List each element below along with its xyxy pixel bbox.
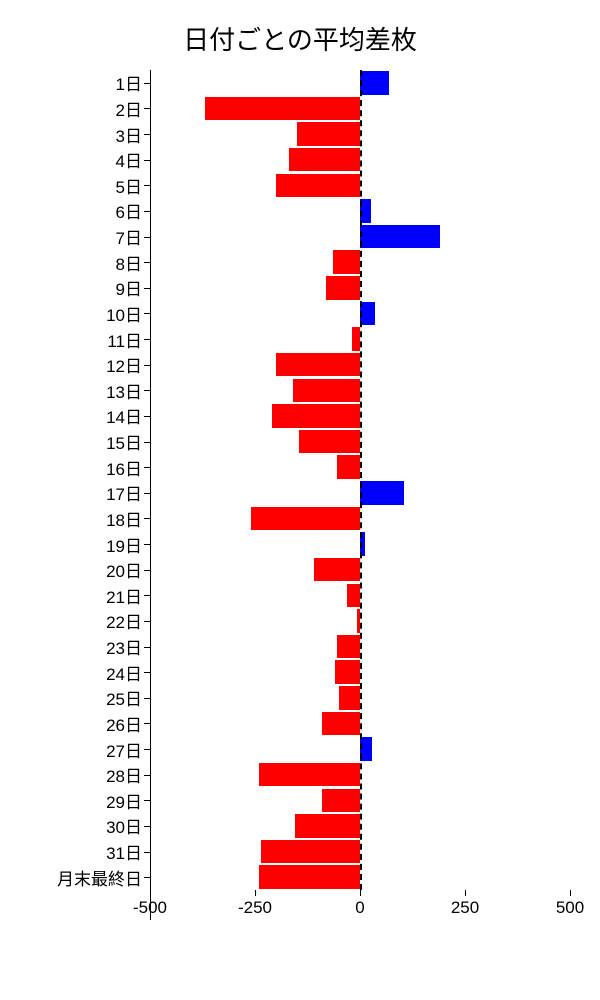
- y-axis-label: 10日: [106, 302, 150, 326]
- y-axis-label: 4日: [116, 148, 150, 172]
- bar: [276, 353, 360, 377]
- y-axis-label: 26日: [106, 712, 150, 736]
- y-axis-label: 16日: [106, 455, 150, 479]
- y-axis-label: 30日: [106, 814, 150, 838]
- y-axis-label: 3日: [116, 122, 150, 146]
- bar: [272, 404, 360, 428]
- y-axis-label: 18日: [106, 507, 150, 531]
- bar: [205, 97, 360, 121]
- bar: [276, 174, 360, 198]
- bar: [360, 225, 440, 249]
- bar: [335, 660, 360, 684]
- bar: [360, 71, 389, 95]
- bar: [314, 558, 360, 582]
- bar: [251, 507, 360, 531]
- x-axis-label: 0: [355, 898, 364, 918]
- y-axis-label: 2日: [116, 97, 150, 121]
- x-axis-label: -500: [133, 898, 167, 918]
- x-tick: [255, 890, 256, 896]
- y-axis-label: 21日: [106, 584, 150, 608]
- y-axis-label: 25日: [106, 686, 150, 710]
- y-axis-label: 1日: [116, 71, 150, 95]
- y-axis-label: 6日: [116, 199, 150, 223]
- y-axis-label: 22日: [106, 609, 150, 633]
- bar: [337, 455, 360, 479]
- bar: [360, 481, 404, 505]
- bar: [289, 148, 360, 172]
- y-axis-label: 月末最終日: [57, 865, 150, 889]
- bar: [293, 379, 360, 403]
- bar: [347, 584, 360, 608]
- chart-title: 日付ごとの平均差枚: [0, 20, 600, 57]
- plot-area: 1日2日3日4日5日6日7日8日9日10日11日12日13日14日15日16日1…: [150, 70, 570, 920]
- y-axis-label: 20日: [106, 558, 150, 582]
- y-axis-label: 31日: [106, 840, 150, 864]
- bar: [322, 712, 360, 736]
- x-axis-label: 250: [451, 898, 479, 918]
- y-axis-label: 5日: [116, 174, 150, 198]
- y-axis-label: 23日: [106, 635, 150, 659]
- x-axis-label: 500: [556, 898, 584, 918]
- bar: [337, 635, 360, 659]
- bar: [295, 814, 360, 838]
- x-axis: -500-2500250500: [150, 890, 570, 920]
- bar: [333, 250, 360, 274]
- bar: [339, 686, 360, 710]
- x-tick: [150, 890, 151, 896]
- y-axis-label: 29日: [106, 789, 150, 813]
- y-axis-label: 9日: [116, 276, 150, 300]
- y-axis-label: 12日: [106, 353, 150, 377]
- y-axis-label: 11日: [107, 327, 150, 351]
- bar: [259, 865, 360, 889]
- bar: [261, 840, 360, 864]
- bar: [326, 276, 360, 300]
- y-axis-label: 27日: [106, 737, 150, 761]
- x-tick: [570, 890, 571, 896]
- y-axis-label: 8日: [116, 250, 150, 274]
- x-tick: [465, 890, 466, 896]
- bar: [259, 763, 360, 787]
- chart-container: 日付ごとの平均差枚 1日2日3日4日5日6日7日8日9日10日11日12日13日…: [0, 0, 600, 1000]
- y-axis-label: 15日: [106, 430, 150, 454]
- bar: [299, 430, 360, 454]
- y-axis-label: 28日: [106, 763, 150, 787]
- bar: [322, 789, 360, 813]
- y-axis-label: 19日: [106, 532, 150, 556]
- zero-line: [360, 70, 362, 890]
- bar: [352, 327, 360, 351]
- bar: [360, 302, 375, 326]
- y-axis-label: 14日: [106, 404, 150, 428]
- x-axis-label: -250: [238, 898, 272, 918]
- bar: [297, 122, 360, 146]
- y-axis-label: 17日: [106, 481, 150, 505]
- y-axis-label: 24日: [106, 660, 150, 684]
- y-axis-label: 7日: [116, 225, 150, 249]
- x-tick: [360, 890, 361, 896]
- y-axis-label: 13日: [106, 379, 150, 403]
